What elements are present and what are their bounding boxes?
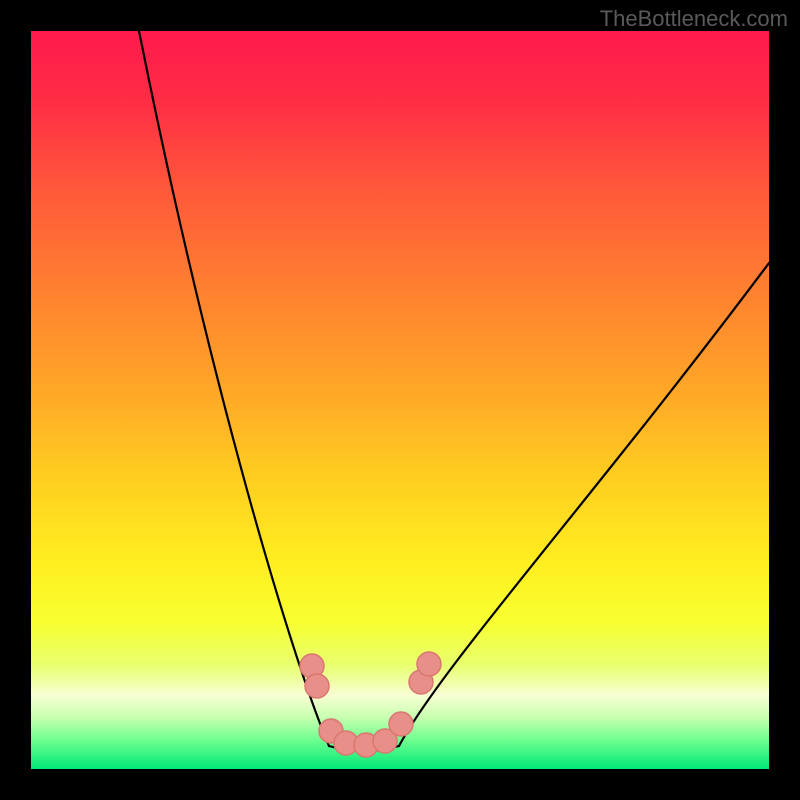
watermark-text: TheBottleneck.com — [600, 6, 788, 32]
marker-point — [389, 712, 413, 736]
plot-area — [31, 31, 769, 769]
marker-point — [305, 674, 329, 698]
gradient-background — [31, 31, 769, 769]
plot-svg — [31, 31, 769, 769]
marker-point — [417, 652, 441, 676]
